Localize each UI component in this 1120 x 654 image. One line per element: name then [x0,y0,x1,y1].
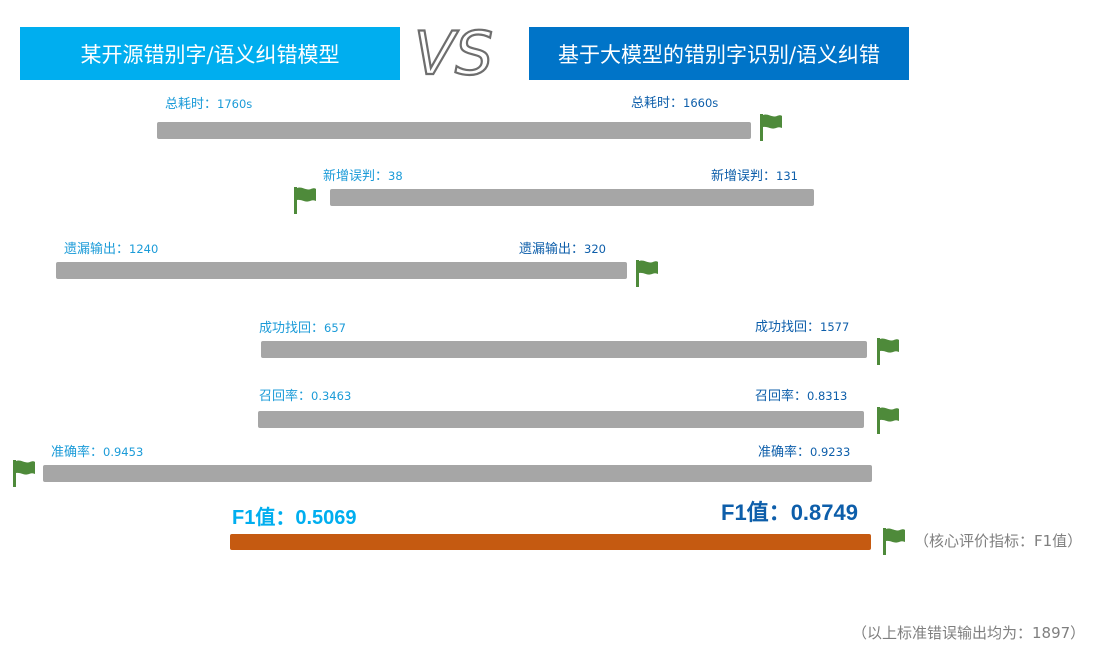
green-flag-icon [294,187,316,214]
metric-value: 131 [776,169,798,183]
metric-bar [261,341,867,358]
metric-name: 召回率： [755,389,808,404]
metric-name: 遗漏输出： [519,242,585,257]
right-model-metric-label: 遗漏输出：320 [519,241,606,258]
green-flag-icon [13,460,35,487]
left-model-metric-label: 新增误判：38 [323,168,403,185]
metric-name: 新增误判： [711,169,777,184]
metric-bar [43,465,872,482]
left-model-metric-label: 遗漏输出：1240 [64,241,158,258]
metric-bar [258,411,864,428]
green-flag-icon [636,260,658,287]
metric-value: 320 [584,242,606,256]
metric-name: 成功找回： [755,320,821,335]
metric-value: 0.5069 [295,507,357,529]
metric-name: 准确率： [51,445,104,460]
metric-bar [157,122,751,139]
right-model-metric-label: 新增误判：131 [711,168,798,185]
left-model-metric-label: 成功找回：657 [259,320,346,337]
green-flag-icon [883,528,905,555]
key-metric-bar [230,534,871,550]
right-model-title: 基于大模型的错别字识别/语义纠错 [529,27,909,80]
green-flag-icon [877,407,899,434]
metric-name: 新增误判： [323,169,389,184]
metric-value: 0.8749 [790,500,858,525]
right-model-title-text: 基于大模型的错别字识别/语义纠错 [557,42,881,67]
left-model-metric-label: 准确率：0.9453 [51,444,143,461]
metric-value: 1240 [129,242,159,256]
metric-value: 0.8313 [807,389,848,403]
metric-name: 总耗时： [165,97,218,112]
metric-value: 0.9453 [103,445,144,459]
left-model-metric-label: 召回率：0.3463 [259,388,351,405]
right-model-metric-label: 成功找回：1577 [755,319,849,336]
left-model-key-metric-label: F1值：0.5069 [232,505,357,531]
metric-name: F1值： [721,500,791,525]
metric-bar [330,189,814,206]
vs-mark: VS [413,18,494,88]
right-model-metric-label: 总耗时：1660s [631,95,718,112]
metric-value: 38 [388,169,403,183]
metric-value: 0.9233 [810,445,851,459]
metric-value: 1660s [683,96,719,110]
metric-value: 657 [324,321,346,335]
key-metric-note: （核心评价指标：F1值） [914,532,1083,550]
metric-name: 准确率： [758,445,811,460]
baseline-note: （以上标准错误输出均为：1897） [852,624,1086,642]
left-model-title: 某开源错别字/语义纠错模型 [20,27,400,80]
metric-bar [56,262,627,279]
metric-name: 召回率： [259,389,312,404]
metric-value: 1760s [217,97,253,111]
green-flag-icon [877,338,899,365]
metric-name: F1值： [232,507,296,529]
metric-name: 总耗时： [631,96,684,111]
left-model-metric-label: 总耗时：1760s [165,96,252,113]
metric-name: 遗漏输出： [64,242,130,257]
metric-name: 成功找回： [259,321,325,336]
metric-value: 1577 [820,320,850,334]
right-model-metric-label: 准确率：0.9233 [758,444,850,461]
right-model-key-metric-label: F1值：0.8749 [721,500,858,526]
vs-text: VS [414,19,493,88]
left-model-title-text: 某开源错别字/语义纠错模型 [80,42,340,67]
green-flag-icon [760,114,782,141]
metric-value: 0.3463 [311,389,352,403]
right-model-metric-label: 召回率：0.8313 [755,388,847,405]
